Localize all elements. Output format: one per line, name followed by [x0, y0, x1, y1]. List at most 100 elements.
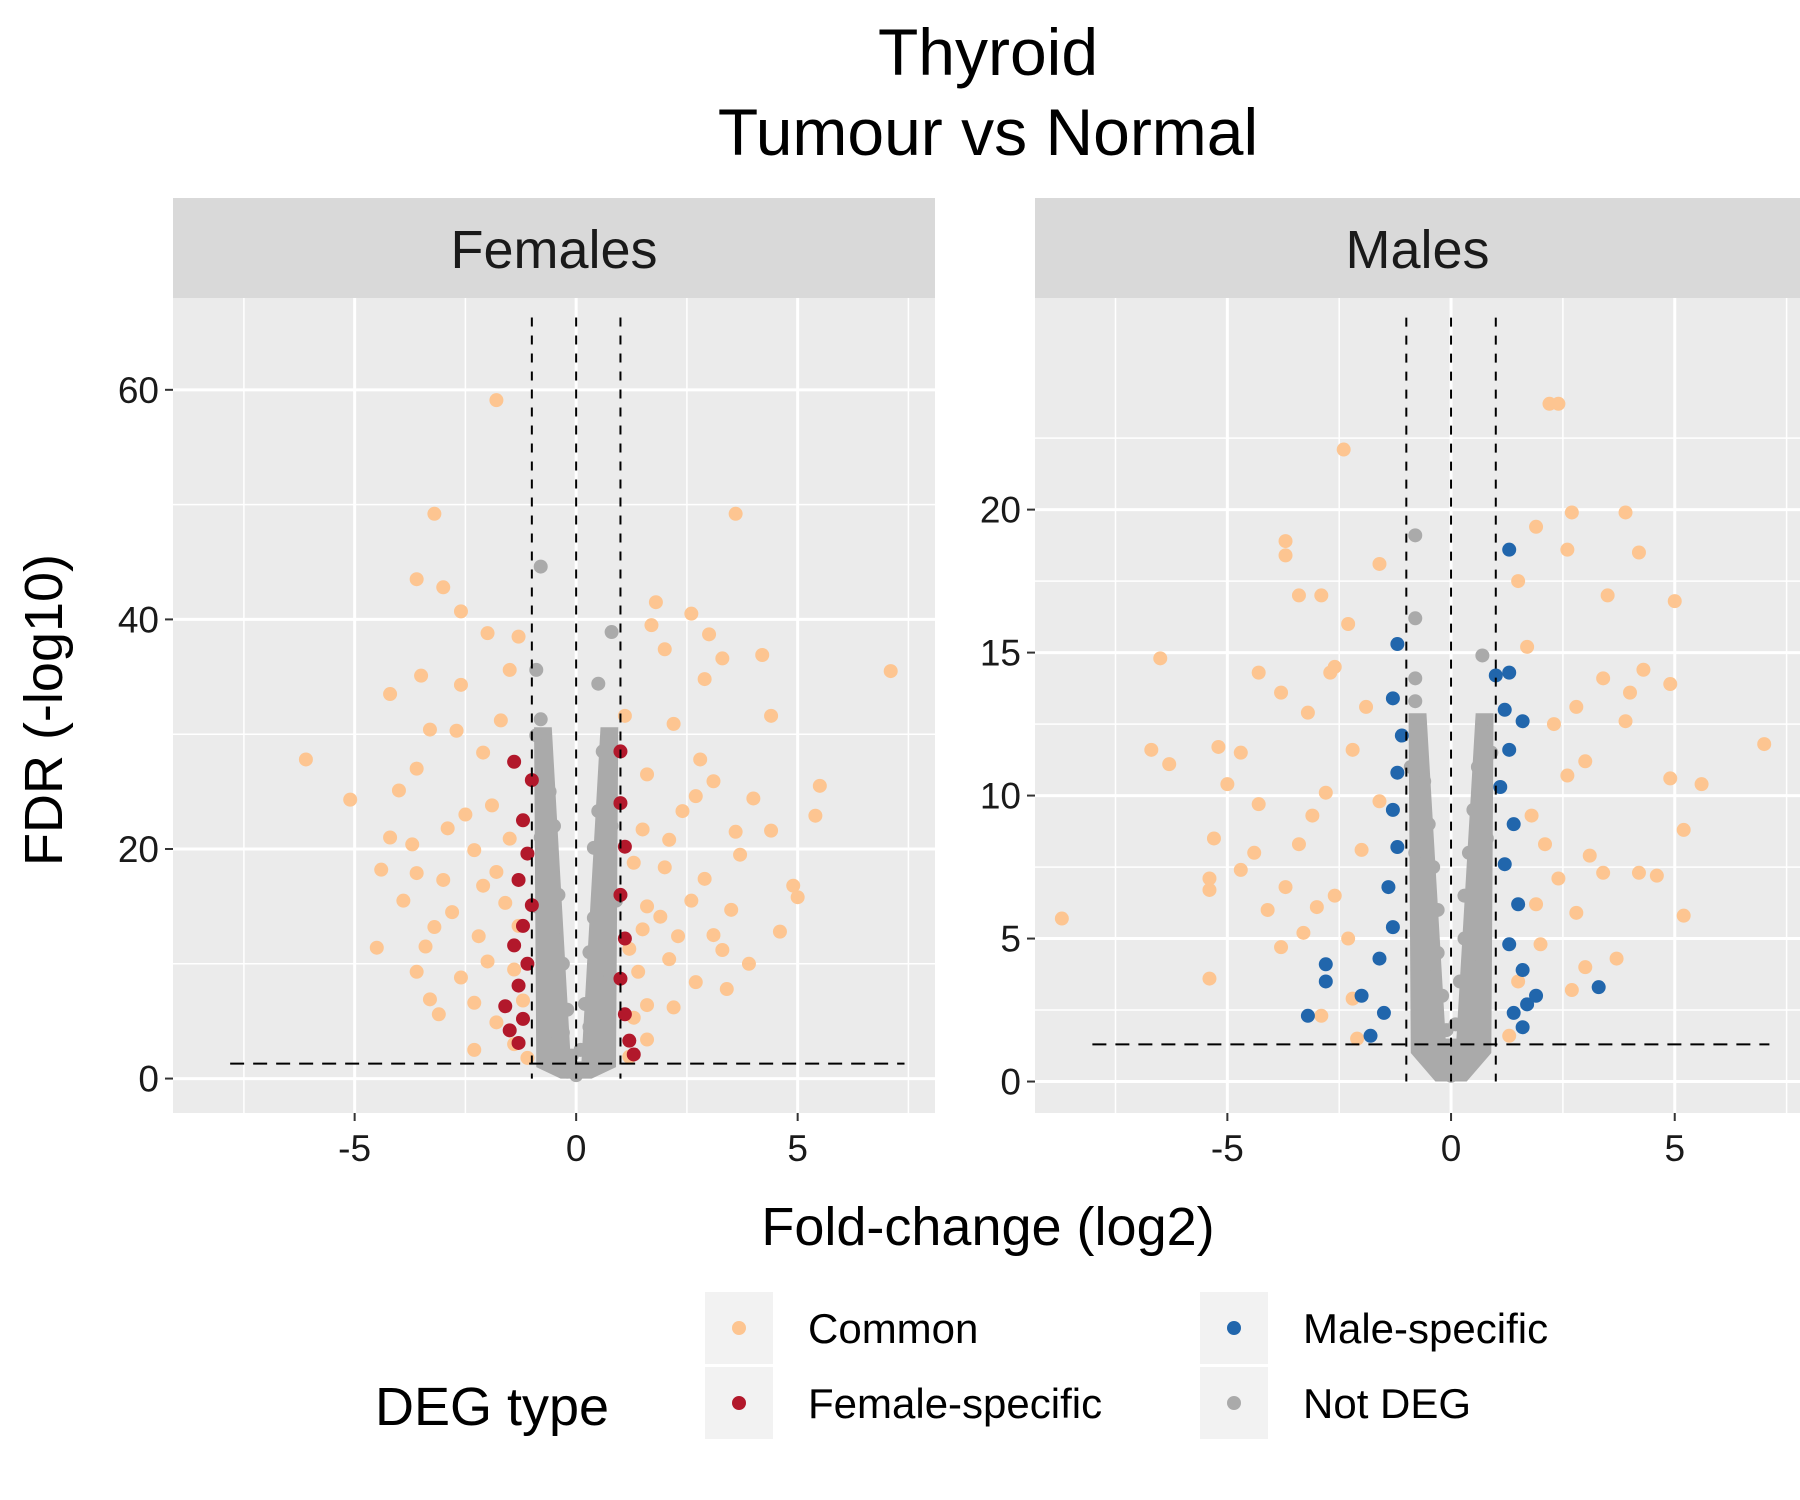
data-point [1323, 665, 1338, 680]
data-point [1551, 871, 1566, 886]
data-point [688, 975, 703, 990]
data-point [1372, 556, 1387, 571]
data-point [1560, 542, 1575, 557]
data-point [476, 878, 491, 893]
data-point [1497, 702, 1512, 717]
data-point [502, 1023, 517, 1038]
data-point [1515, 1020, 1530, 1035]
data-point [764, 823, 779, 838]
data-point [1233, 862, 1248, 877]
data-point [493, 713, 508, 728]
data-point [1663, 677, 1678, 692]
facet-strip-label: Males [1345, 220, 1489, 280]
data-point [502, 662, 517, 677]
data-point [706, 774, 721, 789]
data-point [1390, 765, 1405, 780]
data-point [524, 898, 539, 913]
data-point [1667, 594, 1682, 609]
data-point [688, 789, 703, 804]
data-point [1426, 860, 1441, 875]
y-axis-title: FDR (-log10) [14, 554, 74, 866]
data-point [635, 922, 650, 937]
data-point [1506, 1005, 1521, 1020]
data-point [1376, 1005, 1391, 1020]
data-point [657, 860, 672, 875]
data-point [600, 962, 615, 977]
data-point [507, 938, 522, 953]
data-point [657, 642, 672, 657]
data-point [476, 745, 491, 760]
data-point [498, 895, 513, 910]
legend: DEG type Common Female-specific Male-speci… [375, 1292, 1548, 1439]
data-point [702, 627, 717, 642]
data-point [591, 676, 606, 691]
data-point [1408, 611, 1423, 626]
legend-label: Common [808, 1305, 978, 1352]
data-point [706, 928, 721, 943]
data-point [515, 813, 530, 828]
data-point [1417, 774, 1432, 789]
data-point [684, 893, 699, 908]
data-point [467, 843, 482, 858]
data-point [644, 618, 659, 633]
y-tick-label: 20 [980, 490, 1021, 531]
data-point [1220, 777, 1235, 792]
data-point [520, 846, 535, 861]
data-point [1533, 937, 1548, 952]
data-point [1390, 840, 1405, 855]
data-point [1488, 668, 1503, 683]
data-point [396, 893, 411, 908]
data-point [1591, 980, 1606, 995]
y-tick-label: 15 [980, 633, 1021, 674]
legend-label: Female-specific [808, 1380, 1102, 1427]
data-point [1153, 651, 1168, 666]
data-point [578, 996, 593, 1011]
data-point [1341, 617, 1356, 631]
x-tick-label: -5 [1211, 1128, 1244, 1169]
data-point [507, 962, 522, 977]
data-point [1372, 951, 1387, 966]
data-point [409, 761, 424, 776]
data-point [1470, 759, 1485, 774]
data-point [666, 1000, 681, 1015]
data-point [547, 819, 561, 834]
data-point [515, 1011, 530, 1026]
data-point [538, 968, 553, 983]
data-point [1417, 960, 1432, 975]
data-point [1564, 505, 1579, 520]
data-point [489, 864, 504, 879]
y-tick-label: 0 [138, 1059, 159, 1100]
data-point [1636, 662, 1651, 677]
data-point [1435, 1060, 1450, 1075]
data-point [1278, 534, 1293, 549]
data-point [1385, 920, 1400, 935]
data-point [1336, 442, 1351, 457]
data-point [551, 979, 566, 994]
data-point [724, 902, 739, 917]
data-point [1202, 871, 1217, 886]
data-point [1515, 714, 1530, 729]
data-point [1546, 717, 1561, 732]
data-point [538, 760, 553, 775]
data-point [502, 831, 517, 846]
series-male-specific [1300, 542, 1606, 1043]
data-point [1470, 960, 1485, 975]
data-point [1511, 574, 1526, 589]
data-point [1314, 588, 1329, 603]
data-point [560, 1002, 575, 1017]
data-point [662, 832, 677, 847]
data-point [1502, 542, 1517, 557]
data-point [1318, 785, 1333, 800]
data-point [1457, 888, 1472, 903]
data-point [808, 808, 823, 823]
data-point [1408, 528, 1423, 543]
data-point [471, 929, 486, 944]
data-point [715, 943, 730, 957]
data-point [1296, 925, 1311, 940]
data-point [693, 752, 708, 767]
data-point [1314, 1008, 1329, 1023]
data-point [489, 393, 504, 408]
legend-key-dot [732, 1321, 746, 1335]
data-point [1618, 505, 1633, 520]
